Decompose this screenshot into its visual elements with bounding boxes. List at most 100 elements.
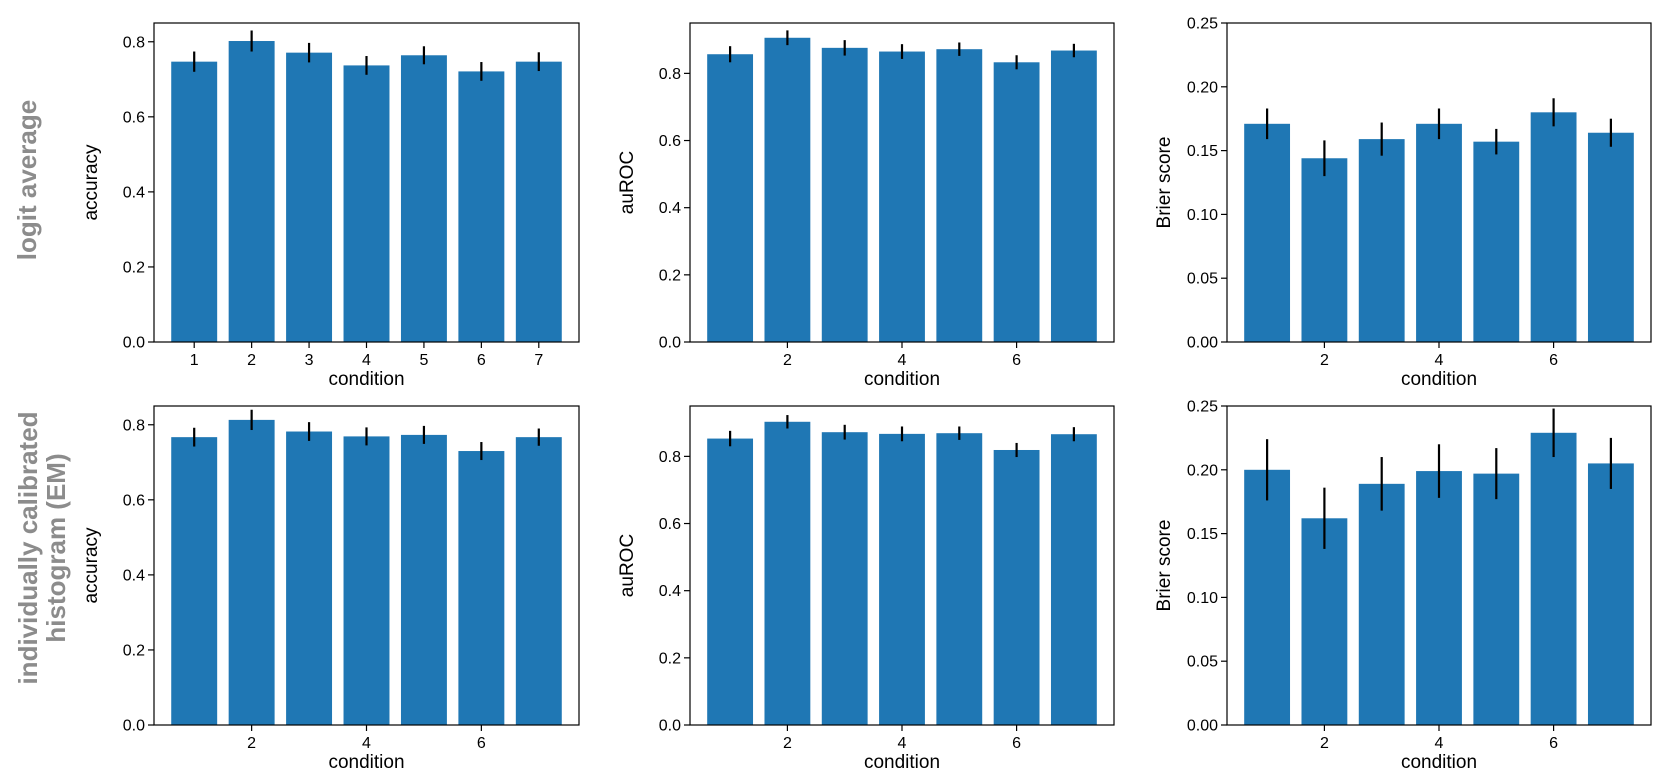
bar-5 [936, 433, 983, 725]
bar-2 [764, 37, 811, 342]
y-tick-label: 0.00 [1187, 718, 1218, 735]
y-tick-label: 0.25 [1187, 16, 1218, 33]
x-tick-label: 2 [247, 352, 256, 369]
x-tick-label: 4 [1435, 352, 1444, 369]
y-tick-label: 0.00 [1187, 335, 1218, 352]
chart-panel-1: 0.0 0.2 0.4 0.6 0.8 2 4 6 condition auROC [617, 22, 1115, 390]
y-tick-label: 0.25 [1187, 399, 1218, 416]
bar-1 [171, 61, 218, 342]
bar-3 [821, 47, 868, 342]
y-tick-label: 0.8 [659, 66, 681, 83]
y-tick-label: 0.6 [659, 516, 681, 533]
y-tick-label: 0.0 [123, 718, 145, 735]
bar-6 [1530, 432, 1577, 725]
bar-7 [515, 61, 562, 342]
y-tick-label: 0.20 [1187, 462, 1218, 479]
y-tick-label: 0.6 [659, 133, 681, 150]
x-axis-label: condition [328, 369, 404, 390]
x-axis-label: condition [328, 752, 404, 773]
x-tick-label: 2 [1320, 735, 1329, 752]
chart-panel-5: 0.00 0.05 0.10 0.15 0.20 0.25 2 4 6 condition Brie… [1154, 399, 1652, 773]
y-tick-label: 0.4 [659, 200, 681, 217]
bar-6 [1530, 112, 1577, 342]
y-tick-label: 0.6 [123, 109, 145, 126]
bar-1 [707, 438, 754, 725]
bar-6 [458, 71, 505, 343]
bar-7 [1587, 463, 1634, 725]
y-tick-label: 0.6 [123, 492, 145, 509]
y-tick-label: 0.05 [1187, 271, 1218, 288]
bar-4 [879, 51, 925, 342]
bar-6 [458, 451, 505, 725]
x-tick-label: 2 [1320, 352, 1329, 369]
x-axis-label: condition [864, 369, 940, 390]
y-tick-label: 0.15 [1187, 526, 1218, 543]
x-tick-label: 2 [783, 735, 792, 752]
bar-6 [993, 449, 1040, 725]
bar-3 [1358, 139, 1405, 342]
bar-7 [515, 437, 562, 725]
y-tick-label: 0.20 [1187, 79, 1218, 96]
y-tick-label: 0.2 [123, 642, 145, 659]
x-tick-label: 6 [1012, 352, 1021, 369]
x-tick-label: 4 [362, 735, 371, 752]
x-tick-label: 6 [1012, 735, 1021, 752]
y-tick-label: 0.15 [1187, 143, 1218, 160]
x-tick-label: 2 [247, 735, 256, 752]
bar-3 [1358, 483, 1405, 725]
y-tick-label: 0.8 [123, 417, 145, 434]
bar-7 [1050, 50, 1097, 343]
bar-1 [707, 54, 754, 342]
bar-1 [1244, 469, 1291, 725]
chart-panel-4: 0.0 0.2 0.4 0.6 0.8 2 4 6 condition auROC [617, 405, 1115, 773]
y-tick-label: 0.8 [123, 34, 145, 51]
bar-4 [343, 65, 390, 342]
x-tick-label: 6 [1549, 735, 1558, 752]
bar-6 [993, 62, 1040, 343]
y-tick-label: 0.0 [123, 335, 145, 352]
bar-5 [1473, 473, 1520, 725]
bar-5 [1473, 141, 1520, 342]
bar-2 [1301, 158, 1348, 342]
x-tick-label: 2 [783, 352, 792, 369]
bar-3 [821, 432, 868, 725]
x-tick-label: 3 [305, 352, 314, 369]
bar-2 [764, 421, 811, 725]
bar-5 [400, 434, 447, 725]
x-tick-label: 4 [362, 352, 371, 369]
bar-7 [1050, 434, 1097, 725]
bar-3 [286, 431, 333, 725]
bar-1 [171, 437, 218, 725]
chart-panel-0: 0.0 0.2 0.4 0.6 0.8 1 2 3 4 5 6 7 condition accuracy [81, 22, 580, 390]
bar-1 [1244, 123, 1291, 342]
y-tick-label: 0.4 [123, 567, 145, 584]
y-tick-label: 0.2 [123, 259, 145, 276]
y-axis-label: Brier score [1154, 137, 1175, 229]
y-axis-label: Brier score [1154, 520, 1175, 612]
chart-panel-2: 0.00 0.05 0.10 0.15 0.20 0.25 2 4 6 condition Brie… [1154, 16, 1652, 390]
x-tick-label: 6 [477, 352, 486, 369]
x-tick-label: 5 [419, 352, 428, 369]
bar-2 [1301, 518, 1348, 725]
x-axis-label: condition [864, 752, 940, 773]
y-axis-label: accuracy [81, 527, 102, 604]
y-tick-label: 0.4 [659, 583, 681, 600]
y-tick-label: 0.0 [659, 335, 681, 352]
y-tick-label: 0.05 [1187, 654, 1218, 671]
x-axis-label: condition [1401, 369, 1477, 390]
y-tick-label: 0.0 [659, 718, 681, 735]
bar-4 [1416, 471, 1462, 725]
x-tick-label: 7 [534, 352, 543, 369]
bar-3 [286, 52, 333, 343]
y-tick-label: 0.2 [659, 267, 681, 284]
bar-4 [879, 433, 925, 725]
y-tick-label: 0.10 [1187, 207, 1218, 224]
x-tick-label: 4 [898, 352, 907, 369]
bar-7 [1587, 132, 1634, 342]
bar-4 [1416, 123, 1462, 342]
bar-2 [228, 41, 275, 342]
y-tick-label: 0.8 [659, 449, 681, 466]
y-axis-label: auROC [617, 151, 638, 214]
x-tick-label: 6 [1549, 352, 1558, 369]
